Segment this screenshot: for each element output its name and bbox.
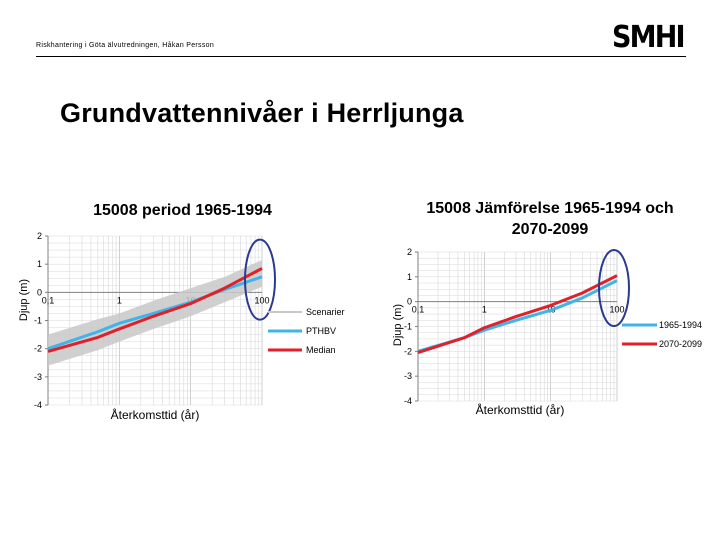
smhi-logo: SMHI <box>612 20 686 55</box>
y-tick-label: 0 <box>407 297 412 307</box>
x-axis-title: Återkomsttid (år) <box>111 407 200 422</box>
legend-label: 1965-1994 <box>659 320 702 330</box>
chart-1-legend: Scenarier PTHBV Median <box>268 307 345 355</box>
chart-2-legend: 1965-1994 2070-2099 <box>622 320 702 349</box>
y-axis-title: Djup (m) <box>392 304 404 346</box>
header-divider <box>36 56 686 57</box>
y-tick-label: -1 <box>404 322 412 332</box>
y-tick-label: -4 <box>34 400 42 410</box>
x-tick-label: 0,1 <box>42 295 55 305</box>
y-tick-label: -2 <box>404 346 412 356</box>
x-tick-label: 0,1 <box>412 305 425 315</box>
y-tick-label: -1 <box>34 316 42 326</box>
y-tick-label: 1 <box>37 259 42 269</box>
x-axis-title: Återkomsttid (år) <box>476 402 565 417</box>
series-line-pthbv <box>47 275 263 351</box>
x-tick-label: 1 <box>482 305 487 315</box>
legend-label: Scenarier <box>306 307 345 317</box>
y-tick-label: -3 <box>34 372 42 382</box>
highlight-ellipse <box>244 238 276 321</box>
page-title: Grundvattennivåer i Herrljunga <box>60 98 464 128</box>
y-tick-label: 0 <box>37 287 42 297</box>
chart-title-right: 15008 Jämförelse 1965-1994 och 2070-2099 <box>426 200 674 238</box>
y-tick-label: -2 <box>34 344 42 354</box>
y-tick-label: 2 <box>407 247 412 257</box>
header-subtitle: Riskhantering i Göta älvutredningen, Håk… <box>36 42 215 49</box>
series-line-median <box>47 267 263 353</box>
chart-2-grid <box>417 251 618 402</box>
x-tick-label: 100 <box>609 305 624 315</box>
legend-label: PTHBV <box>306 326 336 336</box>
highlight-ellipse <box>598 249 630 328</box>
legend-label: 2070-2099 <box>659 339 702 349</box>
x-tick-label: 100 <box>254 295 269 305</box>
series-line-2070-2099 <box>417 274 618 355</box>
chart-title-left: 15008 period 1965-1994 <box>93 202 272 219</box>
y-tick-label: 1 <box>407 272 412 282</box>
legend-label: Median <box>306 345 336 355</box>
x-tick-label: 1 <box>117 295 122 305</box>
y-tick-label: -4 <box>404 396 412 406</box>
y-axis-title: Djup (m) <box>18 279 30 321</box>
y-tick-label: 2 <box>37 231 42 241</box>
y-tick-label: -3 <box>404 371 412 381</box>
